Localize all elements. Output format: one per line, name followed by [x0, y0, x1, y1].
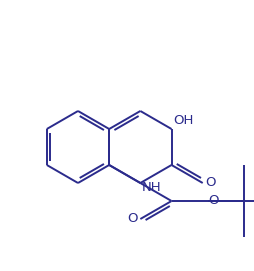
Text: O: O: [127, 212, 137, 225]
Text: O: O: [206, 176, 216, 189]
Text: OH: OH: [173, 114, 194, 127]
Text: O: O: [209, 195, 219, 208]
Text: NH: NH: [141, 181, 161, 194]
